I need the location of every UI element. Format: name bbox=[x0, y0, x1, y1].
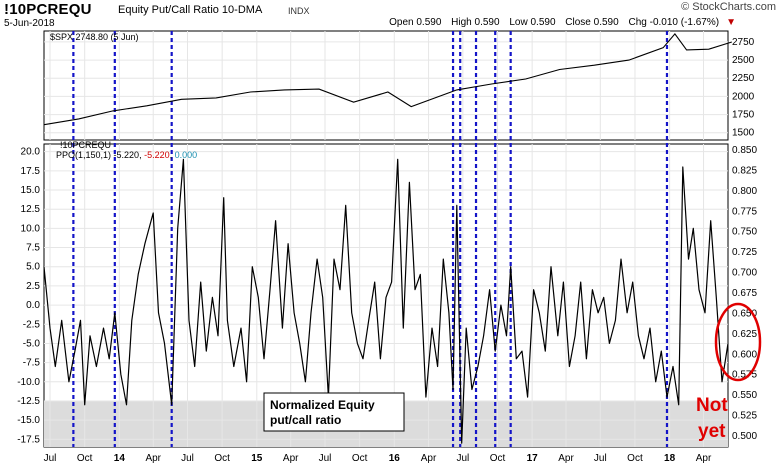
right-y-tick-label: 0.775 bbox=[732, 206, 757, 217]
right-y-tick-label: 0.600 bbox=[732, 349, 757, 360]
left-y-tick-label: -12.5 bbox=[17, 396, 40, 407]
close-value: 0.590 bbox=[593, 17, 619, 28]
close-label: Close bbox=[565, 17, 591, 28]
open-label: Open bbox=[389, 17, 414, 28]
x-tick-label: Jul bbox=[594, 453, 607, 464]
ohlc-summary: Open 0.590 High 0.590 Low 0.590 Close 0.… bbox=[389, 17, 736, 28]
right-y-tick-label: 0.550 bbox=[732, 390, 757, 401]
chart-date: 5-Jun-2018 bbox=[4, 18, 55, 29]
upper-y-tick-label: 2250 bbox=[732, 73, 755, 84]
axis-ticks: 1500 1750 2000 2250 2500 2750 20.0 17.5 15.0 12.5… bbox=[17, 37, 757, 464]
chart-symbol: !10PCREQU bbox=[4, 1, 92, 18]
right-y-tick-label: 0.625 bbox=[732, 329, 757, 340]
open-value: 0.590 bbox=[416, 17, 442, 28]
right-y-tick-label: 0.525 bbox=[732, 411, 757, 422]
upper-y-tick-label: 2750 bbox=[732, 37, 755, 48]
upper-y-tick-label: 1750 bbox=[732, 110, 755, 121]
right-y-tick-label: 0.800 bbox=[732, 186, 757, 197]
legends: $SPX 2748.80 (5 Jun) !10PCREQU PPO(1,150… bbox=[50, 32, 197, 160]
spx-line bbox=[43, 33, 732, 126]
ppo-line bbox=[43, 158, 729, 444]
chg-label: Chg bbox=[628, 17, 647, 28]
high-value: 0.590 bbox=[474, 17, 500, 28]
right-y-tick-label: 0.750 bbox=[732, 227, 757, 238]
low-value: 0.590 bbox=[530, 17, 556, 28]
left-y-tick-label: 15.0 bbox=[21, 185, 41, 196]
ppo-signal-value: -5.220 bbox=[144, 150, 170, 160]
x-tick-label: Oct bbox=[627, 453, 643, 464]
left-y-tick-label: 5.0 bbox=[26, 262, 40, 273]
chart-exchange: INDX bbox=[288, 6, 310, 16]
left-y-tick-label: 12.5 bbox=[21, 204, 41, 215]
right-y-tick-label: 0.825 bbox=[732, 165, 757, 176]
right-y-tick-label: 0.850 bbox=[732, 145, 757, 156]
x-tick-label: Jul bbox=[319, 453, 332, 464]
ppo-legend: PPO(1,150,1) -5.220, -5.220, 0.000 bbox=[56, 150, 197, 160]
down-triangle-icon: ▼ bbox=[726, 17, 736, 28]
upper-y-tick-label: 1500 bbox=[732, 128, 755, 139]
annotations: Normalized Equity put/call ratio Not yet bbox=[263, 302, 762, 442]
x-tick-label: Apr bbox=[558, 453, 574, 464]
left-y-tick-label: -10.0 bbox=[17, 377, 40, 388]
left-y-tick-label: -7.5 bbox=[23, 358, 41, 369]
annotation-box bbox=[263, 392, 405, 432]
left-y-tick-label: 17.5 bbox=[21, 166, 41, 177]
x-tick-label: 18 bbox=[664, 453, 676, 464]
left-y-tick-label: -5.0 bbox=[23, 338, 41, 349]
ppo-value: -5.220 bbox=[114, 150, 140, 160]
right-y-tick-label: 0.575 bbox=[732, 370, 757, 381]
spx-legend: $SPX 2748.80 (5 Jun) bbox=[50, 32, 139, 42]
x-tick-label: Oct bbox=[214, 453, 230, 464]
x-tick-label: Apr bbox=[145, 453, 161, 464]
ppo-hist-value: 0.000 bbox=[175, 150, 198, 160]
low-label: Low bbox=[509, 17, 528, 28]
callout-line-1: Not bbox=[696, 395, 728, 416]
x-tick-label: Jul bbox=[44, 453, 57, 464]
upper-panel-frame bbox=[43, 30, 729, 141]
callout-ellipse bbox=[714, 302, 762, 382]
brand-watermark: © StockCharts.com bbox=[681, 1, 776, 13]
annotation-line-2: put/call ratio bbox=[270, 413, 341, 427]
x-tick-label: Jul bbox=[456, 453, 469, 464]
x-tick-label: Apr bbox=[696, 453, 712, 464]
upper-y-tick-label: 2500 bbox=[732, 55, 755, 66]
x-tick-label: 17 bbox=[527, 453, 539, 464]
left-y-tick-label: -17.5 bbox=[17, 434, 40, 445]
left-y-tick-label: 0.0 bbox=[26, 300, 40, 311]
grid-lines bbox=[44, 31, 728, 447]
x-tick-label: Apr bbox=[421, 453, 437, 464]
x-tick-label: 15 bbox=[251, 453, 263, 464]
right-y-tick-label: 0.650 bbox=[732, 308, 757, 319]
signal-lines bbox=[72, 31, 669, 447]
x-tick-label: Jul bbox=[181, 453, 194, 464]
left-y-tick-label: -15.0 bbox=[17, 415, 40, 426]
x-tick-label: Apr bbox=[283, 453, 299, 464]
right-y-tick-label: 0.675 bbox=[732, 288, 757, 299]
x-tick-label: Oct bbox=[352, 453, 368, 464]
pcr-legend: !10PCREQU bbox=[60, 140, 111, 150]
right-y-tick-label: 0.700 bbox=[732, 268, 757, 279]
left-y-tick-label: 7.5 bbox=[26, 243, 40, 254]
high-label: High bbox=[451, 17, 472, 28]
chg-value: -0.010 (-1.67%) bbox=[649, 17, 720, 28]
left-y-tick-label: 20.0 bbox=[21, 147, 41, 158]
x-tick-label: 14 bbox=[114, 453, 126, 464]
annotation-line-1: Normalized Equity bbox=[270, 398, 375, 412]
left-y-tick-label: -2.5 bbox=[23, 319, 41, 330]
callout-line-2: yet bbox=[698, 421, 726, 442]
left-y-tick-label: 2.5 bbox=[26, 281, 40, 292]
chart-description: Equity Put/Call Ratio 10-DMA bbox=[118, 4, 263, 16]
x-tick-label: Oct bbox=[490, 453, 506, 464]
x-tick-label: 16 bbox=[389, 453, 401, 464]
left-y-tick-label: 10.0 bbox=[21, 223, 41, 234]
upper-y-tick-label: 2000 bbox=[732, 91, 755, 102]
ppo-name: PPO(1,150,1) bbox=[56, 150, 111, 160]
right-y-tick-label: 0.500 bbox=[732, 431, 757, 442]
series-lines bbox=[43, 33, 732, 444]
x-tick-label: Oct bbox=[77, 453, 93, 464]
right-y-tick-label: 0.725 bbox=[732, 247, 757, 258]
